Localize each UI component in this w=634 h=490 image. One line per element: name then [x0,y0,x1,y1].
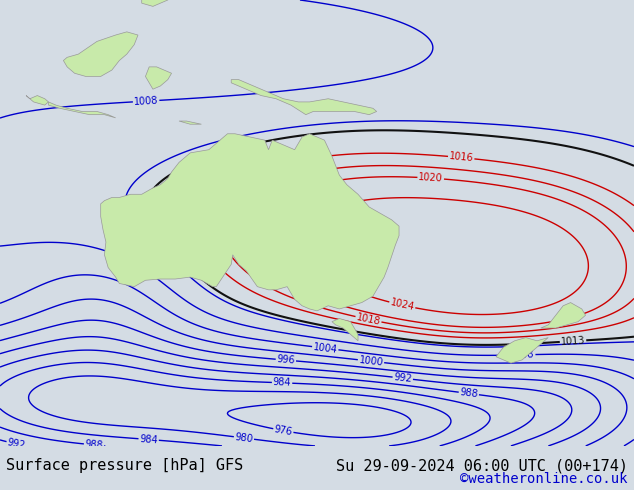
Polygon shape [179,121,202,124]
Text: 984: 984 [273,377,292,388]
Polygon shape [142,0,172,6]
Polygon shape [48,102,115,118]
Text: 988: 988 [459,388,479,399]
Text: 988: 988 [84,439,103,451]
Polygon shape [496,338,548,363]
Text: 996: 996 [276,354,295,366]
Text: 992: 992 [393,372,413,384]
Text: 1008: 1008 [134,96,158,107]
Polygon shape [332,318,358,341]
Text: 1024: 1024 [389,297,415,313]
Text: ©weatheronline.co.uk: ©weatheronline.co.uk [460,472,628,487]
Text: 1008: 1008 [510,349,534,360]
Polygon shape [63,32,138,76]
Polygon shape [101,134,399,311]
Text: 984: 984 [139,434,158,445]
Text: 1016: 1016 [448,151,474,164]
Text: Su 29-09-2024 06:00 UTC (00+174): Su 29-09-2024 06:00 UTC (00+174) [335,458,628,473]
Text: 1013: 1013 [560,336,586,347]
Polygon shape [145,67,172,89]
Text: 980: 980 [234,432,254,444]
Text: 1004: 1004 [313,342,338,355]
Text: 976: 976 [273,424,294,437]
Text: 1020: 1020 [418,172,443,184]
Polygon shape [541,303,586,328]
Text: 1000: 1000 [358,355,384,368]
Polygon shape [26,96,48,105]
Text: 1018: 1018 [356,312,382,327]
Text: Surface pressure [hPa] GFS: Surface pressure [hPa] GFS [6,458,243,473]
Text: 1012: 1012 [162,250,186,274]
Text: 992: 992 [6,437,27,451]
Polygon shape [231,80,377,115]
